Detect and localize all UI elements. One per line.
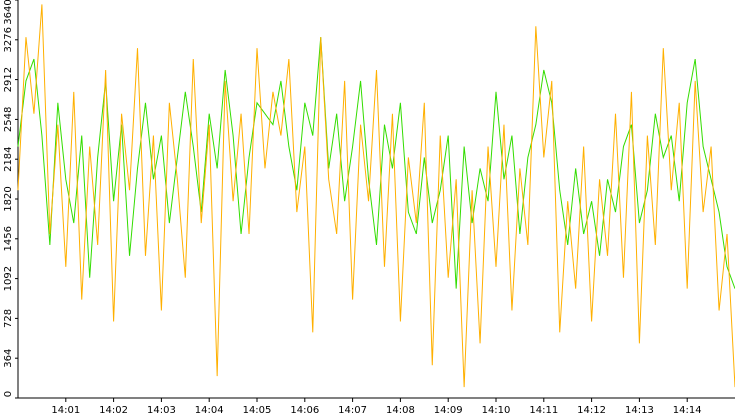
- x-tick-label: 14:10: [482, 405, 511, 415]
- y-tick-label: 728: [3, 309, 14, 328]
- x-tick-label: 14:04: [195, 405, 224, 415]
- y-tick-label: 2548: [3, 107, 14, 132]
- y-tick-label: 1456: [3, 226, 14, 251]
- x-tick-label: 14:09: [434, 405, 463, 415]
- x-tick-label: 14:08: [386, 405, 415, 415]
- y-tick-label: 1820: [3, 186, 14, 211]
- y-tick-label: 1092: [3, 266, 14, 291]
- line-series: [17, 4, 735, 388]
- x-tick-label: 14:06: [290, 405, 319, 415]
- x-tick-label: 14:02: [99, 405, 128, 415]
- y-tick-label: 364: [3, 349, 14, 368]
- x-tick-label: 14:12: [577, 405, 606, 415]
- y-tick-label: 0: [3, 391, 14, 397]
- x-tick-label: 14:07: [338, 405, 367, 415]
- x-tick-label: 14:11: [529, 405, 558, 415]
- y-tick-label: 3276: [3, 27, 14, 52]
- x-tick-label: 14:01: [51, 405, 80, 415]
- x-tick-label: 14:03: [147, 405, 176, 415]
- x-tick-label: 14:13: [625, 405, 654, 415]
- y-tick-label: 2912: [3, 67, 14, 92]
- x-tick-label: 14:14: [673, 405, 702, 415]
- y-tick-label: 2184: [3, 146, 14, 171]
- line-series: [17, 37, 735, 289]
- x-tick-label: 14:05: [243, 405, 272, 415]
- y-tick-label: 3640: [3, 0, 14, 25]
